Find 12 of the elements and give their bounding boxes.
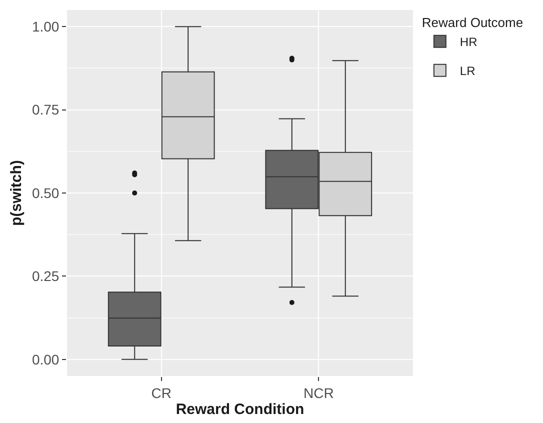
legend-label: LR [460, 64, 476, 78]
y-tick-label: 0.75 [32, 102, 60, 118]
x-axis-title: Reward Condition [176, 400, 304, 418]
legend-label: HR [460, 35, 478, 50]
y-tick-label: 0.00 [32, 351, 60, 368]
x-tick-label: CR [151, 384, 172, 401]
x-tick-label: NCR [303, 384, 334, 401]
y-axis-title: p(switch) [8, 160, 26, 226]
y-tick-label: 0.25 [32, 268, 60, 284]
y-tick-label: 1.00 [32, 18, 60, 35]
legend-title: Reward Outcome [422, 14, 524, 30]
y-tick-label: 0.50 [32, 184, 60, 201]
